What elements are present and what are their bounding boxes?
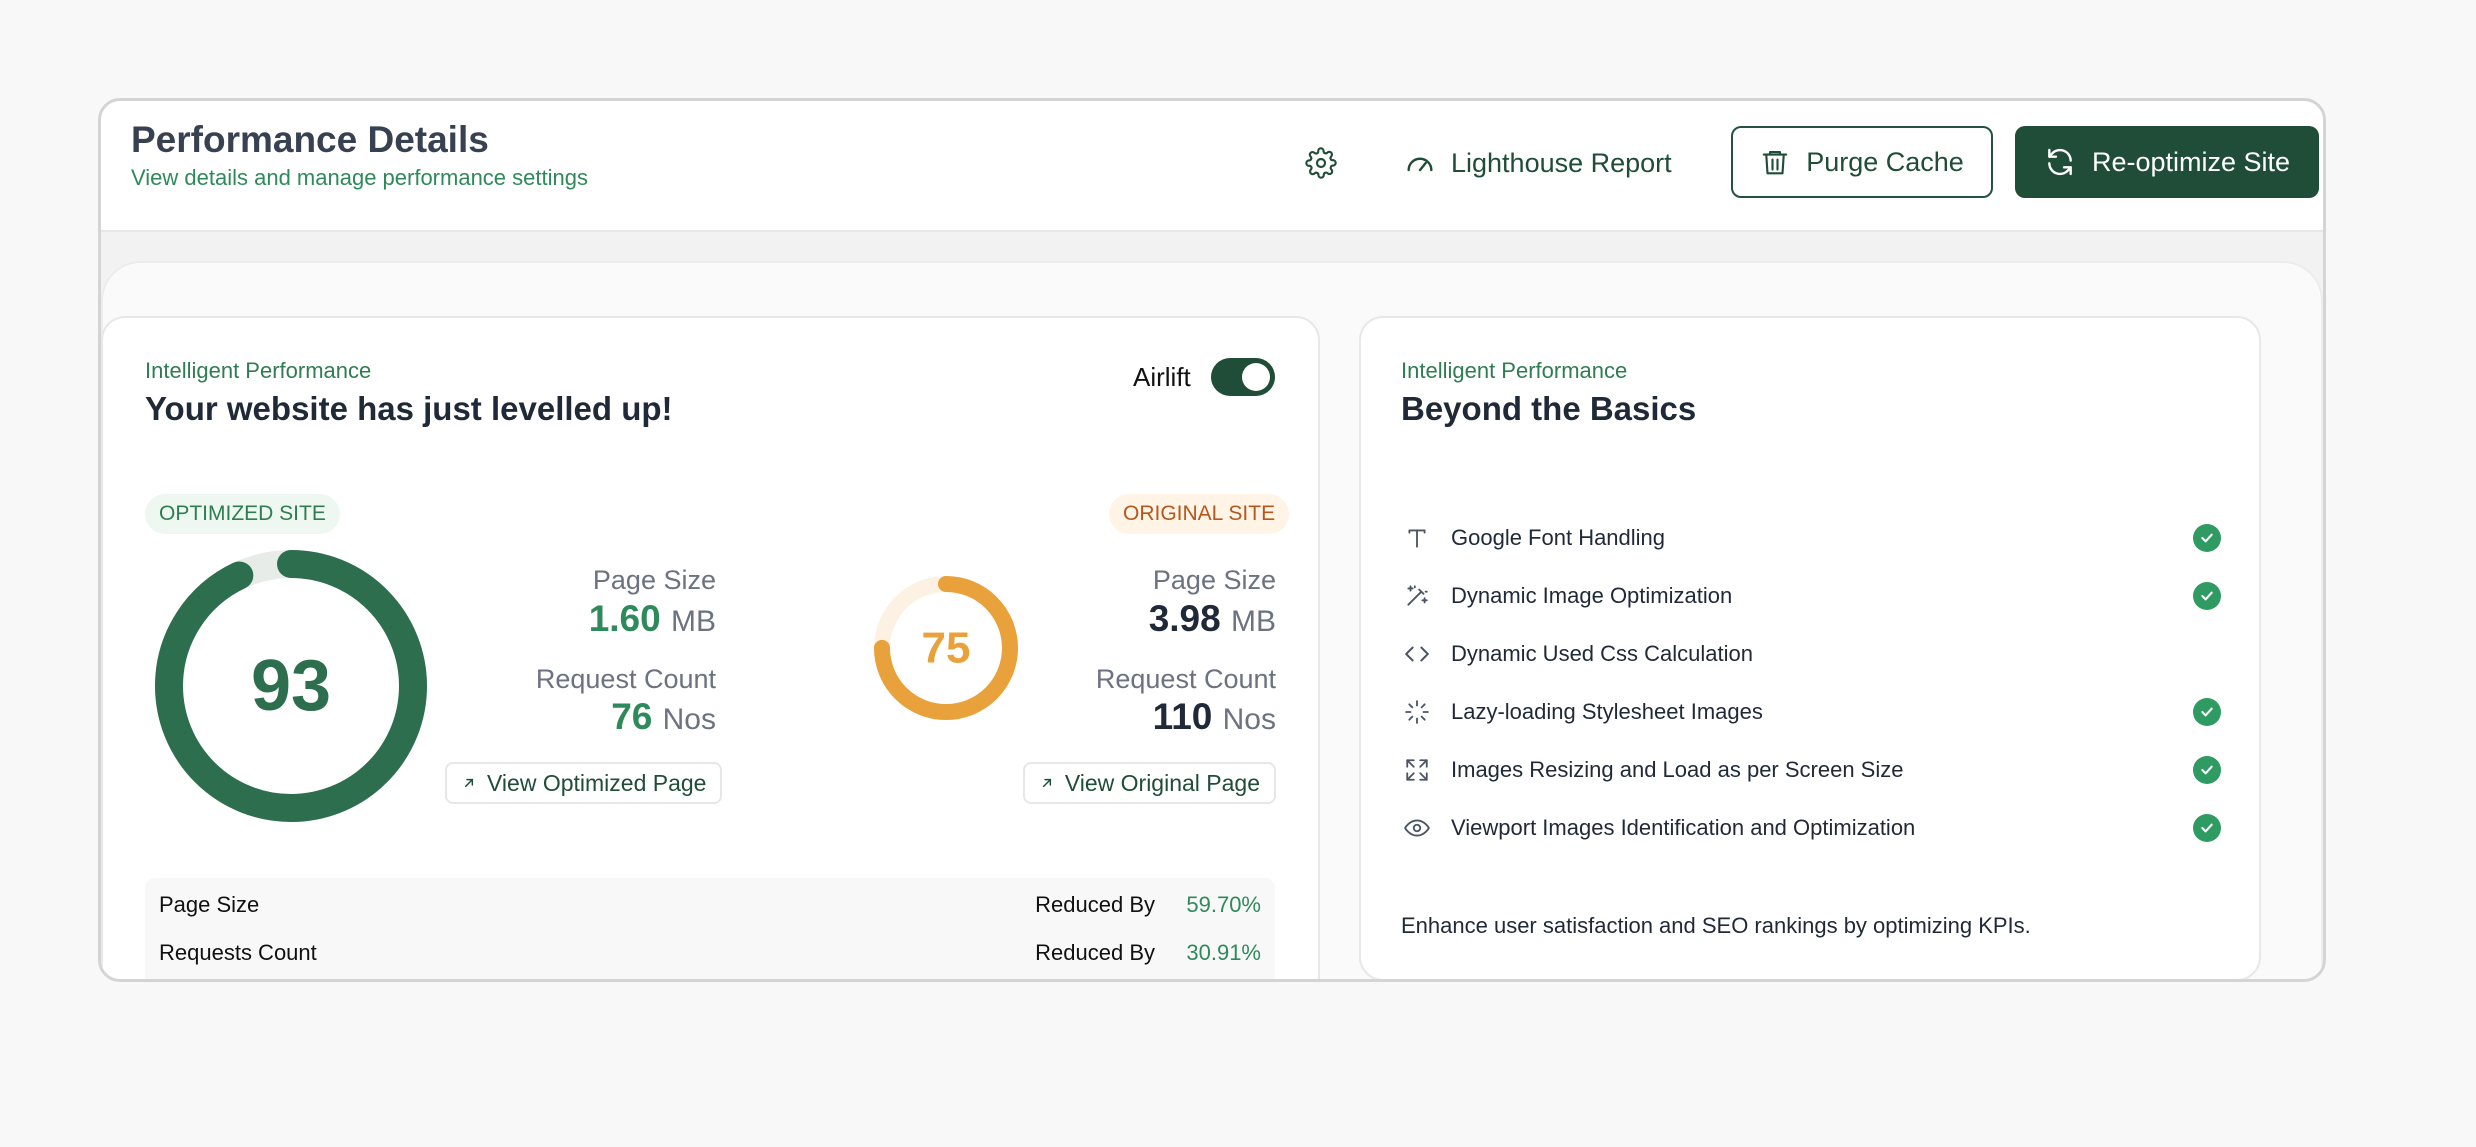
airlift-label: Airlift xyxy=(1133,362,1191,392)
gauge-icon xyxy=(1407,157,1433,172)
feature-item: Google Font Handling xyxy=(1401,518,2221,558)
eye-icon xyxy=(1401,812,1433,844)
code-icon xyxy=(1401,638,1433,670)
gauge-arc xyxy=(874,576,1018,720)
performance-card: Intelligent Performance Your website has… xyxy=(101,316,1320,979)
page-subtitle: View details and manage performance sett… xyxy=(131,165,588,190)
lighthouse-label: Lighthouse Report xyxy=(1451,147,1672,178)
trash-icon xyxy=(1762,150,1788,175)
toggle-knob xyxy=(1242,363,1270,391)
performance-eyebrow: Intelligent Performance xyxy=(145,358,372,383)
summary-row-page-size: Page Size Reduced By 59.70% xyxy=(159,892,1261,928)
feature-item: Dynamic Image Optimization xyxy=(1401,576,2221,616)
original-site-badge: ORIGINAL SITE xyxy=(1109,494,1290,534)
optimized-request-value: 76 Nos xyxy=(611,696,716,738)
check-icon xyxy=(2193,524,2221,552)
airlift-toggle[interactable] xyxy=(1211,358,1275,396)
optimized-request-number: 76 xyxy=(611,696,653,737)
optimized-score: 93 xyxy=(251,646,331,726)
external-link-icon xyxy=(1042,778,1051,788)
optimized-page-size-value: 1.60 MB xyxy=(589,598,716,640)
external-link-icon xyxy=(464,778,474,788)
check-icon xyxy=(2193,756,2221,784)
original-score-gauge: 75 xyxy=(874,576,1018,720)
reduction-summary: Page Size Reduced By 59.70% Requests Cou… xyxy=(145,878,1275,979)
optimized-score-gauge: 93 xyxy=(155,550,427,822)
gear-icon xyxy=(1305,147,1337,179)
reduction-percent: 59.70% xyxy=(1186,892,1261,917)
basics-eyebrow: Intelligent Performance xyxy=(1401,358,1628,383)
feature-label: Google Font Handling xyxy=(1451,525,1666,550)
feature-item: Dynamic Used Css Calculation xyxy=(1401,634,2221,674)
feature-item: Lazy-loading Stylesheet Images xyxy=(1401,692,2221,732)
optimized-request-unit: Nos xyxy=(662,703,716,736)
lighthouse-report-button[interactable]: Lighthouse Report xyxy=(1403,133,1672,193)
original-request-unit: Nos xyxy=(1222,703,1276,736)
reduced-by-label: Reduced By xyxy=(1035,892,1155,917)
page-title: Performance Details xyxy=(131,119,489,160)
optimized-request-label: Request Count xyxy=(535,664,716,694)
reduction-percent: 30.91% xyxy=(1186,940,1261,965)
original-request-value: 110 Nos xyxy=(1153,696,1276,738)
summary-label: Page Size xyxy=(159,892,260,917)
check-icon xyxy=(2193,582,2221,610)
settings-button[interactable] xyxy=(1299,141,1343,185)
loader-icon xyxy=(1401,696,1433,728)
optimized-page-size-unit: MB xyxy=(671,605,716,638)
check-icon xyxy=(2193,698,2221,726)
optimized-site-badge: OPTIMIZED SITE xyxy=(145,494,340,534)
refresh-icon xyxy=(2048,148,2072,176)
original-page-size-number: 3.98 xyxy=(1148,598,1221,639)
view-original-page-link[interactable]: View Original Page xyxy=(1022,762,1276,804)
original-score: 75 xyxy=(922,624,971,673)
purge-cache-button[interactable]: Purge Cache xyxy=(1731,126,1993,198)
expand-icon xyxy=(1401,754,1433,786)
optimized-page-size-number: 1.60 xyxy=(588,598,661,639)
header-bar: Performance Details View details and man… xyxy=(101,101,2323,232)
performance-title: Your website has just levelled up! xyxy=(145,390,673,427)
view-optimized-label: View Optimized Page xyxy=(487,769,707,796)
purge-cache-label: Purge Cache xyxy=(1806,146,1964,177)
optimized-page-size-label: Page Size xyxy=(592,565,716,595)
basics-footnote: Enhance user satisfaction and SEO rankin… xyxy=(1401,913,2031,938)
basics-title: Beyond the Basics xyxy=(1401,390,1697,427)
feature-item: Images Resizing and Load as per Screen S… xyxy=(1401,750,2221,790)
feature-label: Images Resizing and Load as per Screen S… xyxy=(1451,757,1904,782)
original-request-label: Request Count xyxy=(1095,664,1276,694)
original-request-number: 110 xyxy=(1152,696,1213,737)
reduced-by-label: Reduced By xyxy=(1035,940,1155,965)
feature-label: Viewport Images Identification and Optim… xyxy=(1451,815,1916,840)
beyond-basics-card: Intelligent Performance Beyond the Basic… xyxy=(1359,316,2261,979)
summary-label: Requests Count xyxy=(159,940,317,965)
text-icon xyxy=(1401,522,1433,554)
performance-details-panel: Performance Details View details and man… xyxy=(98,98,2326,982)
view-optimized-page-link[interactable]: View Optimized Page xyxy=(445,762,723,804)
original-page-size-label: Page Size xyxy=(1152,565,1276,595)
feature-label: Dynamic Used Css Calculation xyxy=(1451,641,1753,666)
feature-item: Viewport Images Identification and Optim… xyxy=(1401,808,2221,848)
reoptimize-label: Re-optimize Site xyxy=(2091,146,2291,177)
gauge-arc xyxy=(155,550,427,822)
check-icon xyxy=(2193,814,2221,842)
feature-label: Lazy-loading Stylesheet Images xyxy=(1451,699,1763,724)
view-original-label: View Original Page xyxy=(1064,769,1260,796)
original-page-size-unit: MB xyxy=(1231,605,1276,638)
summary-row-requests: Requests Count Reduced By 30.91% xyxy=(159,940,1261,976)
original-page-size-value: 3.98 MB xyxy=(1149,598,1276,640)
feature-label: Dynamic Image Optimization xyxy=(1451,583,1733,608)
reoptimize-site-button[interactable]: Re-optimize Site xyxy=(2015,126,2319,198)
magic-wand-icon xyxy=(1401,580,1433,612)
